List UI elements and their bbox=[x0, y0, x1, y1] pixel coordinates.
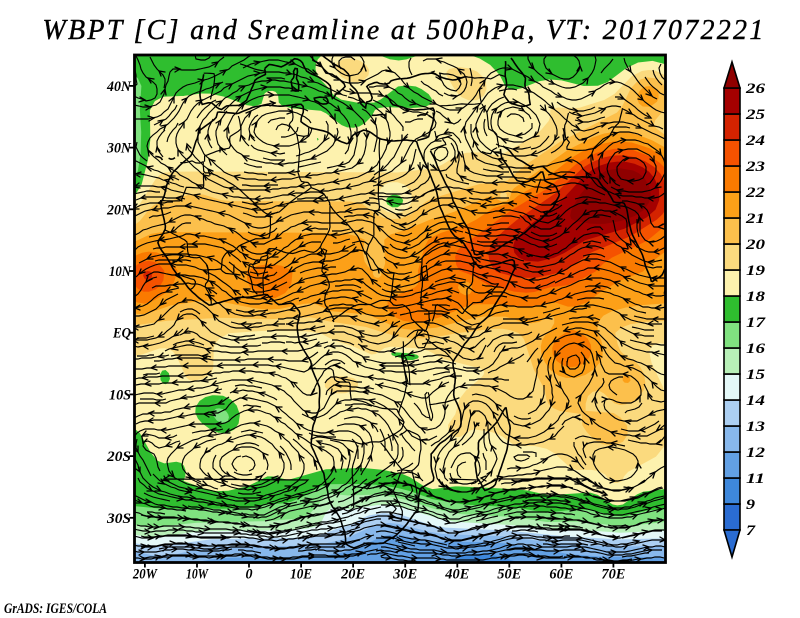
svg-text:9: 9 bbox=[746, 497, 756, 513]
svg-text:20N: 20N bbox=[106, 202, 132, 218]
svg-text:23: 23 bbox=[745, 159, 766, 175]
svg-text:70E: 70E bbox=[601, 567, 625, 583]
svg-text:20W: 20W bbox=[132, 567, 158, 583]
svg-text:24: 24 bbox=[745, 133, 766, 149]
svg-text:22: 22 bbox=[745, 185, 766, 201]
svg-text:7: 7 bbox=[746, 523, 756, 539]
svg-text:10W: 10W bbox=[186, 567, 209, 583]
svg-text:30N: 30N bbox=[106, 141, 132, 157]
svg-text:60E: 60E bbox=[549, 567, 573, 583]
svg-text:EQ: EQ bbox=[112, 326, 131, 342]
svg-text:19: 19 bbox=[746, 263, 766, 279]
svg-text:WBPT [C] and Sreamline at 500h: WBPT [C] and Sreamline at 500hPa, VT: 20… bbox=[42, 15, 765, 46]
svg-text:17: 17 bbox=[746, 315, 766, 331]
svg-text:21: 21 bbox=[745, 211, 765, 227]
svg-text:26: 26 bbox=[745, 81, 766, 97]
svg-text:30E: 30E bbox=[392, 567, 417, 583]
svg-text:11: 11 bbox=[746, 471, 765, 487]
svg-text:15: 15 bbox=[746, 367, 766, 383]
svg-text:10E: 10E bbox=[290, 567, 312, 583]
svg-text:12: 12 bbox=[746, 445, 766, 461]
svg-text:10N: 10N bbox=[109, 264, 132, 280]
svg-text:0: 0 bbox=[246, 567, 253, 583]
svg-text:50E: 50E bbox=[497, 567, 521, 583]
svg-text:30S: 30S bbox=[106, 511, 131, 527]
svg-text:20E: 20E bbox=[340, 567, 365, 583]
svg-text:14: 14 bbox=[746, 393, 766, 409]
svg-text:40N: 40N bbox=[106, 79, 132, 95]
svg-text:18: 18 bbox=[746, 289, 766, 305]
svg-text:20S: 20S bbox=[106, 449, 131, 465]
svg-text:20: 20 bbox=[745, 237, 766, 253]
svg-text:10S: 10S bbox=[109, 387, 131, 403]
svg-text:13: 13 bbox=[746, 419, 766, 435]
svg-text:16: 16 bbox=[746, 341, 766, 357]
svg-text:GrADS: IGES/COLA: GrADS: IGES/COLA bbox=[4, 601, 107, 617]
svg-text:25: 25 bbox=[745, 107, 766, 123]
svg-text:40E: 40E bbox=[444, 567, 469, 583]
